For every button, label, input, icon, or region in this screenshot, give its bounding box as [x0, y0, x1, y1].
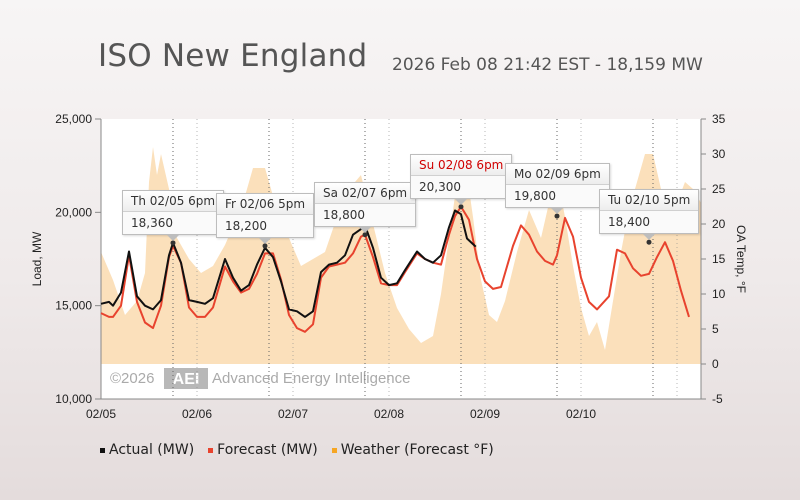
callout-value: 20,300 — [419, 180, 461, 194]
peak-marker — [646, 239, 652, 245]
axes-layer: 10,000 15,000 20,000 25,000 -5 0 5 10 15 20 25 30 35… — [30, 112, 748, 421]
peak-callout: Su 02/08 6pm 20,300 — [410, 154, 513, 205]
y2-tick-label: -5 — [712, 392, 723, 406]
y2-tick-label: 0 — [712, 357, 719, 371]
y2-tick-label: 35 — [712, 112, 726, 126]
markers-layer — [170, 204, 652, 249]
y2-tick-label: 10 — [712, 287, 726, 301]
callout-value: 18,400 — [608, 215, 650, 229]
callout-value: 19,800 — [514, 189, 556, 203]
page-title: ISO New England — [98, 38, 368, 74]
peak-callout: Tu 02/10 5pm 18,400 — [599, 189, 700, 240]
legend-item-forecast[interactable]: Forecast (MW) — [208, 442, 318, 458]
peak-callout: Th 02/05 6pm 18,360 — [122, 190, 225, 241]
legend-swatch-weather — [331, 447, 337, 453]
y-tick-label: 15,000 — [55, 299, 92, 313]
legend-swatch-forecast — [208, 447, 214, 453]
callout-label: Tu 02/10 5pm — [600, 190, 699, 211]
peak-callout: Fr 02/06 5pm 18,200 — [216, 193, 315, 244]
callout-value: 18,200 — [225, 219, 267, 233]
peak-marker — [262, 243, 268, 249]
y2-tick-label: 25 — [712, 182, 726, 196]
peak-callout: Sa 02/07 6pm 18,800 — [314, 182, 417, 233]
y2-tick-label: 5 — [712, 322, 719, 336]
y-tick-label: 25,000 — [55, 112, 92, 126]
callout-label: Mo 02/09 6pm — [506, 164, 609, 185]
y2-tick-label: 20 — [712, 217, 726, 231]
page-subtitle: 2026 Feb 08 21:42 EST - 18,159 MW — [392, 55, 703, 75]
legend-label-weather: Weather (Forecast °F) — [340, 442, 494, 458]
callout-label: Su 02/08 6pm — [411, 155, 512, 176]
x-tick-label: 02/07 — [278, 407, 308, 421]
peak-callout: Mo 02/09 6pm 19,800 — [505, 163, 610, 214]
legend: Actual (MW) Forecast (MW) Weather (Forec… — [100, 442, 494, 458]
legend-label-actual: Actual (MW) — [109, 442, 195, 458]
aei-logo: AEI — [173, 371, 200, 388]
callout-label: Fr 02/06 5pm — [217, 194, 314, 215]
legend-item-weather[interactable]: Weather (Forecast °F) — [331, 442, 494, 458]
y-axis-label: Load, MW — [30, 231, 44, 286]
legend-item-actual[interactable]: Actual (MW) — [100, 442, 194, 458]
peak-marker — [362, 232, 368, 238]
lines-layer — [100, 205, 690, 333]
callout-value: 18,800 — [323, 208, 365, 222]
watermark: ©2026 AEI Advanced Energy Intelligence — [101, 364, 701, 392]
y2-axis-label: OA Temp, °F — [734, 225, 748, 293]
x-tick-label: 02/10 — [566, 407, 596, 421]
x-tick-label: 02/09 — [470, 407, 500, 421]
peak-marker — [458, 204, 464, 210]
y-tick-label: 20,000 — [55, 205, 92, 219]
peak-marker — [554, 213, 560, 219]
watermark-text-pre: ©2026 — [110, 370, 154, 387]
x-tick-label: 02/08 — [374, 407, 404, 421]
legend-swatch-actual — [100, 447, 105, 453]
y2-tick-label: 30 — [712, 147, 726, 161]
y2-tick-label: 15 — [712, 252, 726, 266]
actual-line — [100, 209, 477, 318]
peak-marker — [170, 240, 176, 246]
callout-value: 18,360 — [131, 216, 173, 230]
callout-label: Sa 02/07 6pm — [315, 183, 416, 204]
callout-label: Th 02/05 6pm — [123, 191, 224, 212]
watermark-text-post: Advanced Energy Intelligence — [212, 370, 410, 387]
y-tick-label: 10,000 — [55, 392, 92, 406]
legend-label-forecast: Forecast (MW) — [217, 442, 318, 458]
x-tick-label: 02/05 — [86, 407, 116, 421]
x-tick-label: 02/06 — [182, 407, 212, 421]
